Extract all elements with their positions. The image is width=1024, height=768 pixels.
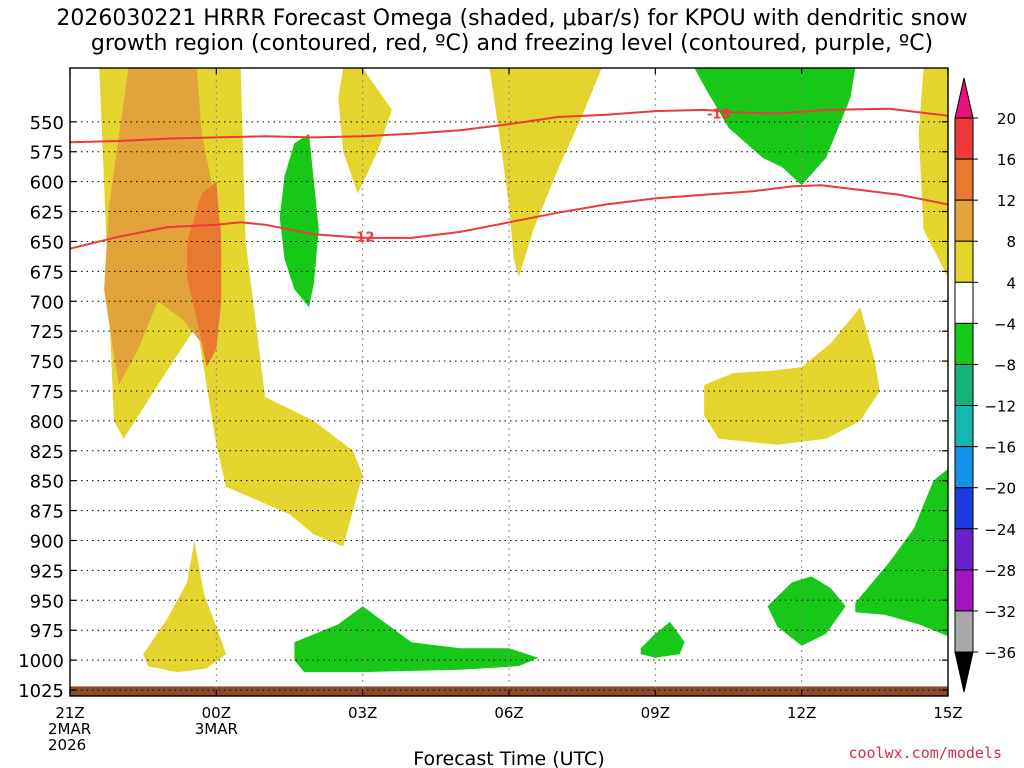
dgz-minus-18-line — [70, 107, 948, 144]
x-tick-label-0-1: 2MAR — [48, 720, 91, 738]
omega-pos-8 — [104, 68, 222, 385]
colorbar-swatch-10 — [954, 528, 974, 571]
colorbar-label-13: −36 — [984, 644, 1016, 662]
y-tick-label-750: 750 — [30, 352, 64, 373]
y-tick-label-600: 600 — [30, 173, 64, 194]
colorbar-label-0: 20 — [997, 110, 1016, 128]
x-tick-label-6-0: 03Z — [348, 704, 377, 722]
colorbar-swatch-1 — [954, 158, 974, 201]
omega-pos-4-lower-left — [143, 540, 227, 673]
y-tick-label-625: 625 — [30, 203, 64, 224]
omega-neg-4-bottom — [294, 606, 539, 673]
x-tick-label-3-1: 3MAR — [195, 720, 238, 738]
colorbar-swatch-7 — [954, 405, 974, 448]
colorbar-label-10: −24 — [984, 521, 1016, 539]
y-tick-label-1025: 1025 — [18, 681, 64, 702]
y-tick-label-825: 825 — [30, 442, 64, 463]
contour-lines: -18 -12 — [70, 107, 948, 250]
colorbar-swatch-2 — [954, 199, 974, 242]
colorbar-bottom-arrow — [954, 651, 974, 693]
colorbar-label-11: −28 — [984, 562, 1016, 580]
y-tick-label-800: 800 — [30, 412, 64, 433]
y-tick-label-775: 775 — [30, 382, 64, 403]
colorbar-label-6: −8 — [994, 356, 1016, 374]
colorbar-label-5: −4 — [994, 315, 1016, 333]
x-tick-label-3-0: 00Z — [202, 704, 231, 722]
x-tick-label-18-0: 15Z — [933, 704, 962, 722]
y-tick-label-850: 850 — [30, 472, 64, 493]
colorbar-swatch-12 — [954, 610, 974, 653]
omega-pos-4-right-edge — [918, 68, 948, 278]
colorbar-label-2: 12 — [997, 192, 1016, 210]
omega-neg-4-right-mid — [767, 576, 846, 646]
colorbar-swatch-5 — [954, 322, 974, 365]
y-tick-label-700: 700 — [30, 292, 64, 313]
title-line-1: 2026030221 HRRR Forecast Omega (shaded, … — [56, 6, 968, 31]
y-tick-label-925: 925 — [30, 561, 64, 582]
y-tick-label-550: 550 — [30, 113, 64, 134]
title-line-2: growth region (contoured, red, ºC) and f… — [90, 31, 934, 56]
dgz-minus-12-line — [70, 184, 948, 250]
colorbar-swatch-4 — [954, 281, 974, 324]
colorbar-label-8: −16 — [984, 439, 1016, 457]
colorbar-swatch-6 — [954, 363, 974, 407]
y-tick-label-1000: 1000 — [18, 651, 64, 672]
shaded-regions — [99, 68, 948, 673]
x-tick-label-15-0: 12Z — [787, 704, 816, 722]
colorbar-label-9: −20 — [984, 480, 1016, 498]
x-axis-label: Forecast Time (UTC) — [413, 748, 604, 768]
y-axis-ticks: 550 575 600 625 650 675 700 725 750 775 800 825 850 8… — [18, 113, 948, 702]
colorbar-label-12: −32 — [984, 603, 1016, 621]
y-tick-label-975: 975 — [30, 621, 64, 642]
x-tick-label-0-0: 21Z — [55, 704, 84, 722]
y-tick-label-725: 725 — [30, 322, 64, 343]
x-tick-label-12-0: 09Z — [641, 704, 670, 722]
dgz-minus-18-label: -18 — [707, 107, 731, 122]
colorbar-swatch-9 — [954, 487, 974, 530]
colorbar-swatch-0 — [954, 117, 974, 160]
x-tick-label-9-0: 06Z — [494, 704, 523, 722]
colorbar-swatch-11 — [954, 569, 974, 612]
dgz-minus-12-label: -12 — [351, 231, 375, 246]
y-tick-label-950: 950 — [30, 591, 64, 612]
y-tick-label-650: 650 — [30, 232, 64, 253]
x-tick-label-0-2: 2026 — [48, 736, 86, 754]
colorbar-swatch-3 — [954, 240, 974, 283]
colorbar-label-1: 16 — [997, 151, 1016, 169]
omega-pos-4-top-center — [338, 68, 392, 194]
omega-pos-4-lower-right — [704, 307, 880, 445]
y-tick-label-675: 675 — [30, 262, 64, 283]
y-tick-label-900: 900 — [30, 531, 64, 552]
colorbar-swatch-8 — [954, 446, 974, 489]
omega-neg-4-small — [640, 621, 685, 658]
colorbar-label-3: 8 — [1006, 233, 1016, 251]
grid-lines — [70, 68, 948, 696]
omega-neg-4-right-low — [855, 468, 948, 637]
credit-link[interactable]: coolwx.com/models — [848, 744, 1002, 762]
colorbar: 20 16 12 8 4 −4 −8 −12 −16 −20 −24 −28 −32 −36 — [954, 77, 1016, 693]
omega-neg-4-upper-right — [694, 68, 856, 186]
colorbar-top-arrow — [954, 77, 974, 119]
omega-pos-12 — [187, 181, 222, 367]
chart-title: 2026030221 HRRR Forecast Omega (shaded, … — [0, 6, 1024, 56]
omega-pos-4-upper-mid — [489, 68, 602, 278]
colorbar-label-4: 4 — [1006, 274, 1016, 292]
y-tick-label-575: 575 — [30, 143, 64, 164]
omega-neg-4-upper-left — [279, 133, 319, 308]
colorbar-label-7: −12 — [984, 398, 1016, 416]
y-tick-label-875: 875 — [30, 502, 64, 523]
